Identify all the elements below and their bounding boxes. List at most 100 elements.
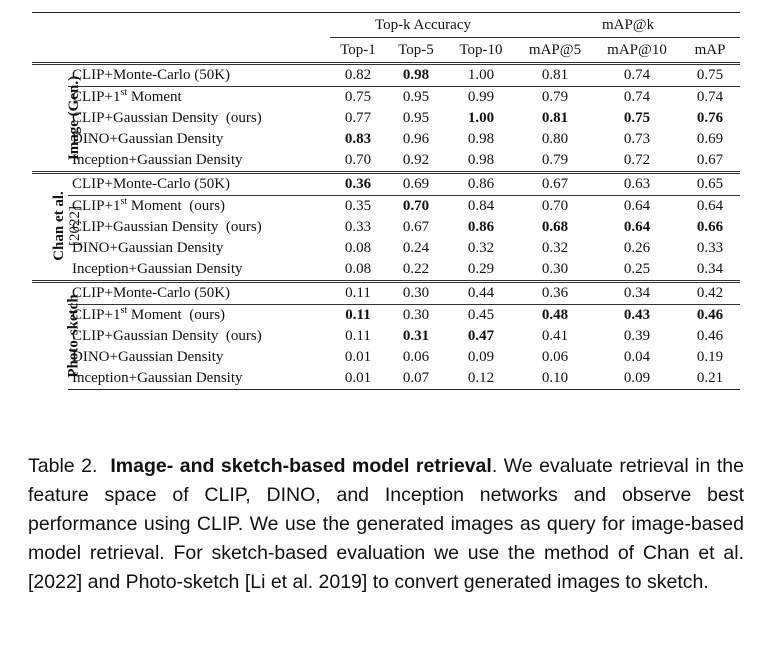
section-label-text: Chan et al. <box>50 190 67 261</box>
metric-cell: 0.26 <box>623 240 651 256</box>
metric-cell: 0.30 <box>386 304 446 326</box>
metric-cell: 0.06 <box>402 349 430 365</box>
method-name: CLIP+Monte-Carlo (50K) <box>68 62 330 87</box>
table-row: CLIP+Gaussian Density (ours) 0.33 0.67 0.86… <box>32 217 740 238</box>
metric-cell: 0.74 <box>680 86 741 108</box>
metric-cell: 0.73 <box>623 131 651 147</box>
section-label-cell: Photo-sketch <box>32 280 82 390</box>
section-label: Photo-sketch <box>66 294 82 377</box>
metric-cell: 0.81 <box>541 110 569 126</box>
method-name: Inception+Gaussian Density <box>72 261 243 277</box>
metric-cell: 0.92 <box>402 152 430 168</box>
table-caption: Table 2. Image- and sketch-based model r… <box>28 452 744 597</box>
section-label-cell: Image (Gen.) <box>32 62 82 173</box>
metric-cell: 0.65 <box>680 171 741 196</box>
metric-cell: 0.69 <box>696 131 724 147</box>
table-row: CLIP+Gaussian Density (ours) 0.77 0.95 1.00… <box>32 108 740 129</box>
metric-cell: 0.32 <box>467 240 495 256</box>
metric-cell: 0.41 <box>541 328 569 344</box>
method-name: CLIP+Gaussian Density (ours) <box>72 328 262 344</box>
metric-cell: 0.09 <box>594 368 680 390</box>
metric-cell: 0.12 <box>446 368 516 390</box>
metric-cell: 0.07 <box>386 368 446 390</box>
metric-cell: 0.04 <box>623 349 651 365</box>
metric-cell: 0.11 <box>345 328 371 344</box>
metric-cell: 0.76 <box>696 110 724 126</box>
method-name: CLIP+Monte-Carlo (50K) <box>68 171 330 196</box>
table-row: CLIP+Gaussian Density (ours) 0.11 0.31 0.47… <box>32 326 740 347</box>
metric-cell: 0.01 <box>330 368 386 390</box>
metric-cell: 0.64 <box>680 195 741 217</box>
col-header-top5: Top-5 <box>398 41 434 58</box>
table-row: CLIP+1st Moment 0.75 0.95 0.99 0.79 0.74 0.74 <box>32 86 741 108</box>
method-name: CLIP+Gaussian Density (ours) <box>72 219 262 235</box>
metric-cell: 0.95 <box>402 110 430 126</box>
metric-cell: 0.10 <box>516 368 594 390</box>
table-row: CLIP+1st Moment (ours) 0.11 0.30 0.45 0.48 0.… <box>32 304 741 326</box>
metric-cell: 0.09 <box>467 349 495 365</box>
method-name-part: Moment (ours) <box>127 198 226 214</box>
table-row: Inception+Gaussian Density 0.01 0.07 0.12 0.… <box>32 368 741 390</box>
table-row: DINO+Gaussian Density 0.83 0.96 0.98 0.80 0.7… <box>32 129 740 150</box>
section-sublabel-text: [2022] <box>66 205 83 246</box>
metric-cell: 0.66 <box>696 219 724 235</box>
caption-label: Table 2. <box>28 455 98 477</box>
metric-cell: 0.48 <box>516 304 594 326</box>
metric-cell: 0.33 <box>344 219 372 235</box>
metric-cell: 0.30 <box>386 280 446 305</box>
metric-cell: 0.79 <box>516 86 594 108</box>
method-name: DINO+Gaussian Density <box>72 240 224 256</box>
metric-cell: 0.98 <box>467 152 495 168</box>
metric-cell: 0.08 <box>344 240 372 256</box>
metric-cell: 0.81 <box>516 62 594 87</box>
metric-cell: 0.36 <box>516 280 594 305</box>
metric-cell: 0.42 <box>680 280 741 305</box>
metric-cell: 0.30 <box>541 261 569 277</box>
metric-cell: 0.63 <box>594 171 680 196</box>
metric-cell: 0.67 <box>402 219 430 235</box>
col-header-map: mAP <box>694 41 726 58</box>
metric-cell: 0.19 <box>696 349 724 365</box>
method-name-superscript: st <box>120 305 128 316</box>
metric-cell: 1.00 <box>467 110 495 126</box>
metric-cell: 0.64 <box>594 195 680 217</box>
col-header-map10: mAP@10 <box>607 41 667 58</box>
section-label: Chan et al. [2022] <box>51 191 83 261</box>
topk-group-header: Top-k Accuracy <box>330 12 516 38</box>
metric-cell: 0.22 <box>402 261 430 277</box>
metric-cell: 0.80 <box>541 131 569 147</box>
method-name: Inception+Gaussian Density <box>72 152 243 168</box>
metric-cell: 0.95 <box>386 86 446 108</box>
table-row: DINO+Gaussian Density 0.01 0.06 0.09 0.06 0.0… <box>32 347 740 368</box>
metric-cell: 0.70 <box>516 195 594 217</box>
metric-cell: 0.68 <box>541 219 569 235</box>
results-table: Top-k Accuracy mAP@k Top-1 Top-5 Top-10 … <box>32 12 741 390</box>
col-header-map5: mAP@5 <box>528 41 582 58</box>
table-row: Inception+Gaussian Density 0.08 0.22 0.29 0.… <box>32 259 740 282</box>
method-name-superscript: st <box>120 87 128 98</box>
results-table-container: Top-k Accuracy mAP@k Top-1 Top-5 Top-10 … <box>32 12 741 390</box>
method-name-part: CLIP+1 <box>72 307 121 323</box>
map-group-header: mAP@k <box>516 12 741 38</box>
metric-cell: 0.84 <box>446 195 516 217</box>
column-header-row: Top-1 Top-5 Top-10 mAP@5 mAP@10 mAP <box>32 38 740 64</box>
metric-cell: 0.75 <box>680 62 741 87</box>
group-header-row: Top-k Accuracy mAP@k <box>32 12 741 38</box>
metric-cell: 0.98 <box>386 62 446 87</box>
table-row: Photo-sketch CLIP+Monte-Carlo (50K) 0.11 0.… <box>32 280 741 390</box>
metric-cell: 0.46 <box>680 304 741 326</box>
metric-cell: 0.29 <box>467 261 495 277</box>
table-row: Inception+Gaussian Density 0.70 0.92 0.98 0.… <box>32 150 740 173</box>
metric-cell: 0.34 <box>696 261 724 277</box>
metric-cell: 0.47 <box>467 328 495 344</box>
metric-cell: 0.45 <box>446 304 516 326</box>
caption-title: Image- and sketch-based model retrieval <box>110 455 492 477</box>
section-label-text: Image (Gen.) <box>66 75 83 160</box>
table-row: DINO+Gaussian Density 0.08 0.24 0.32 0.32 0.2… <box>32 238 740 259</box>
metric-cell: 0.34 <box>594 280 680 305</box>
method-name-part: Moment (ours) <box>127 307 226 323</box>
metric-cell: 0.77 <box>344 110 372 126</box>
metric-cell: 0.82 <box>330 62 386 87</box>
method-name: CLIP+1st Moment <box>68 86 330 108</box>
metric-cell: 0.44 <box>446 280 516 305</box>
